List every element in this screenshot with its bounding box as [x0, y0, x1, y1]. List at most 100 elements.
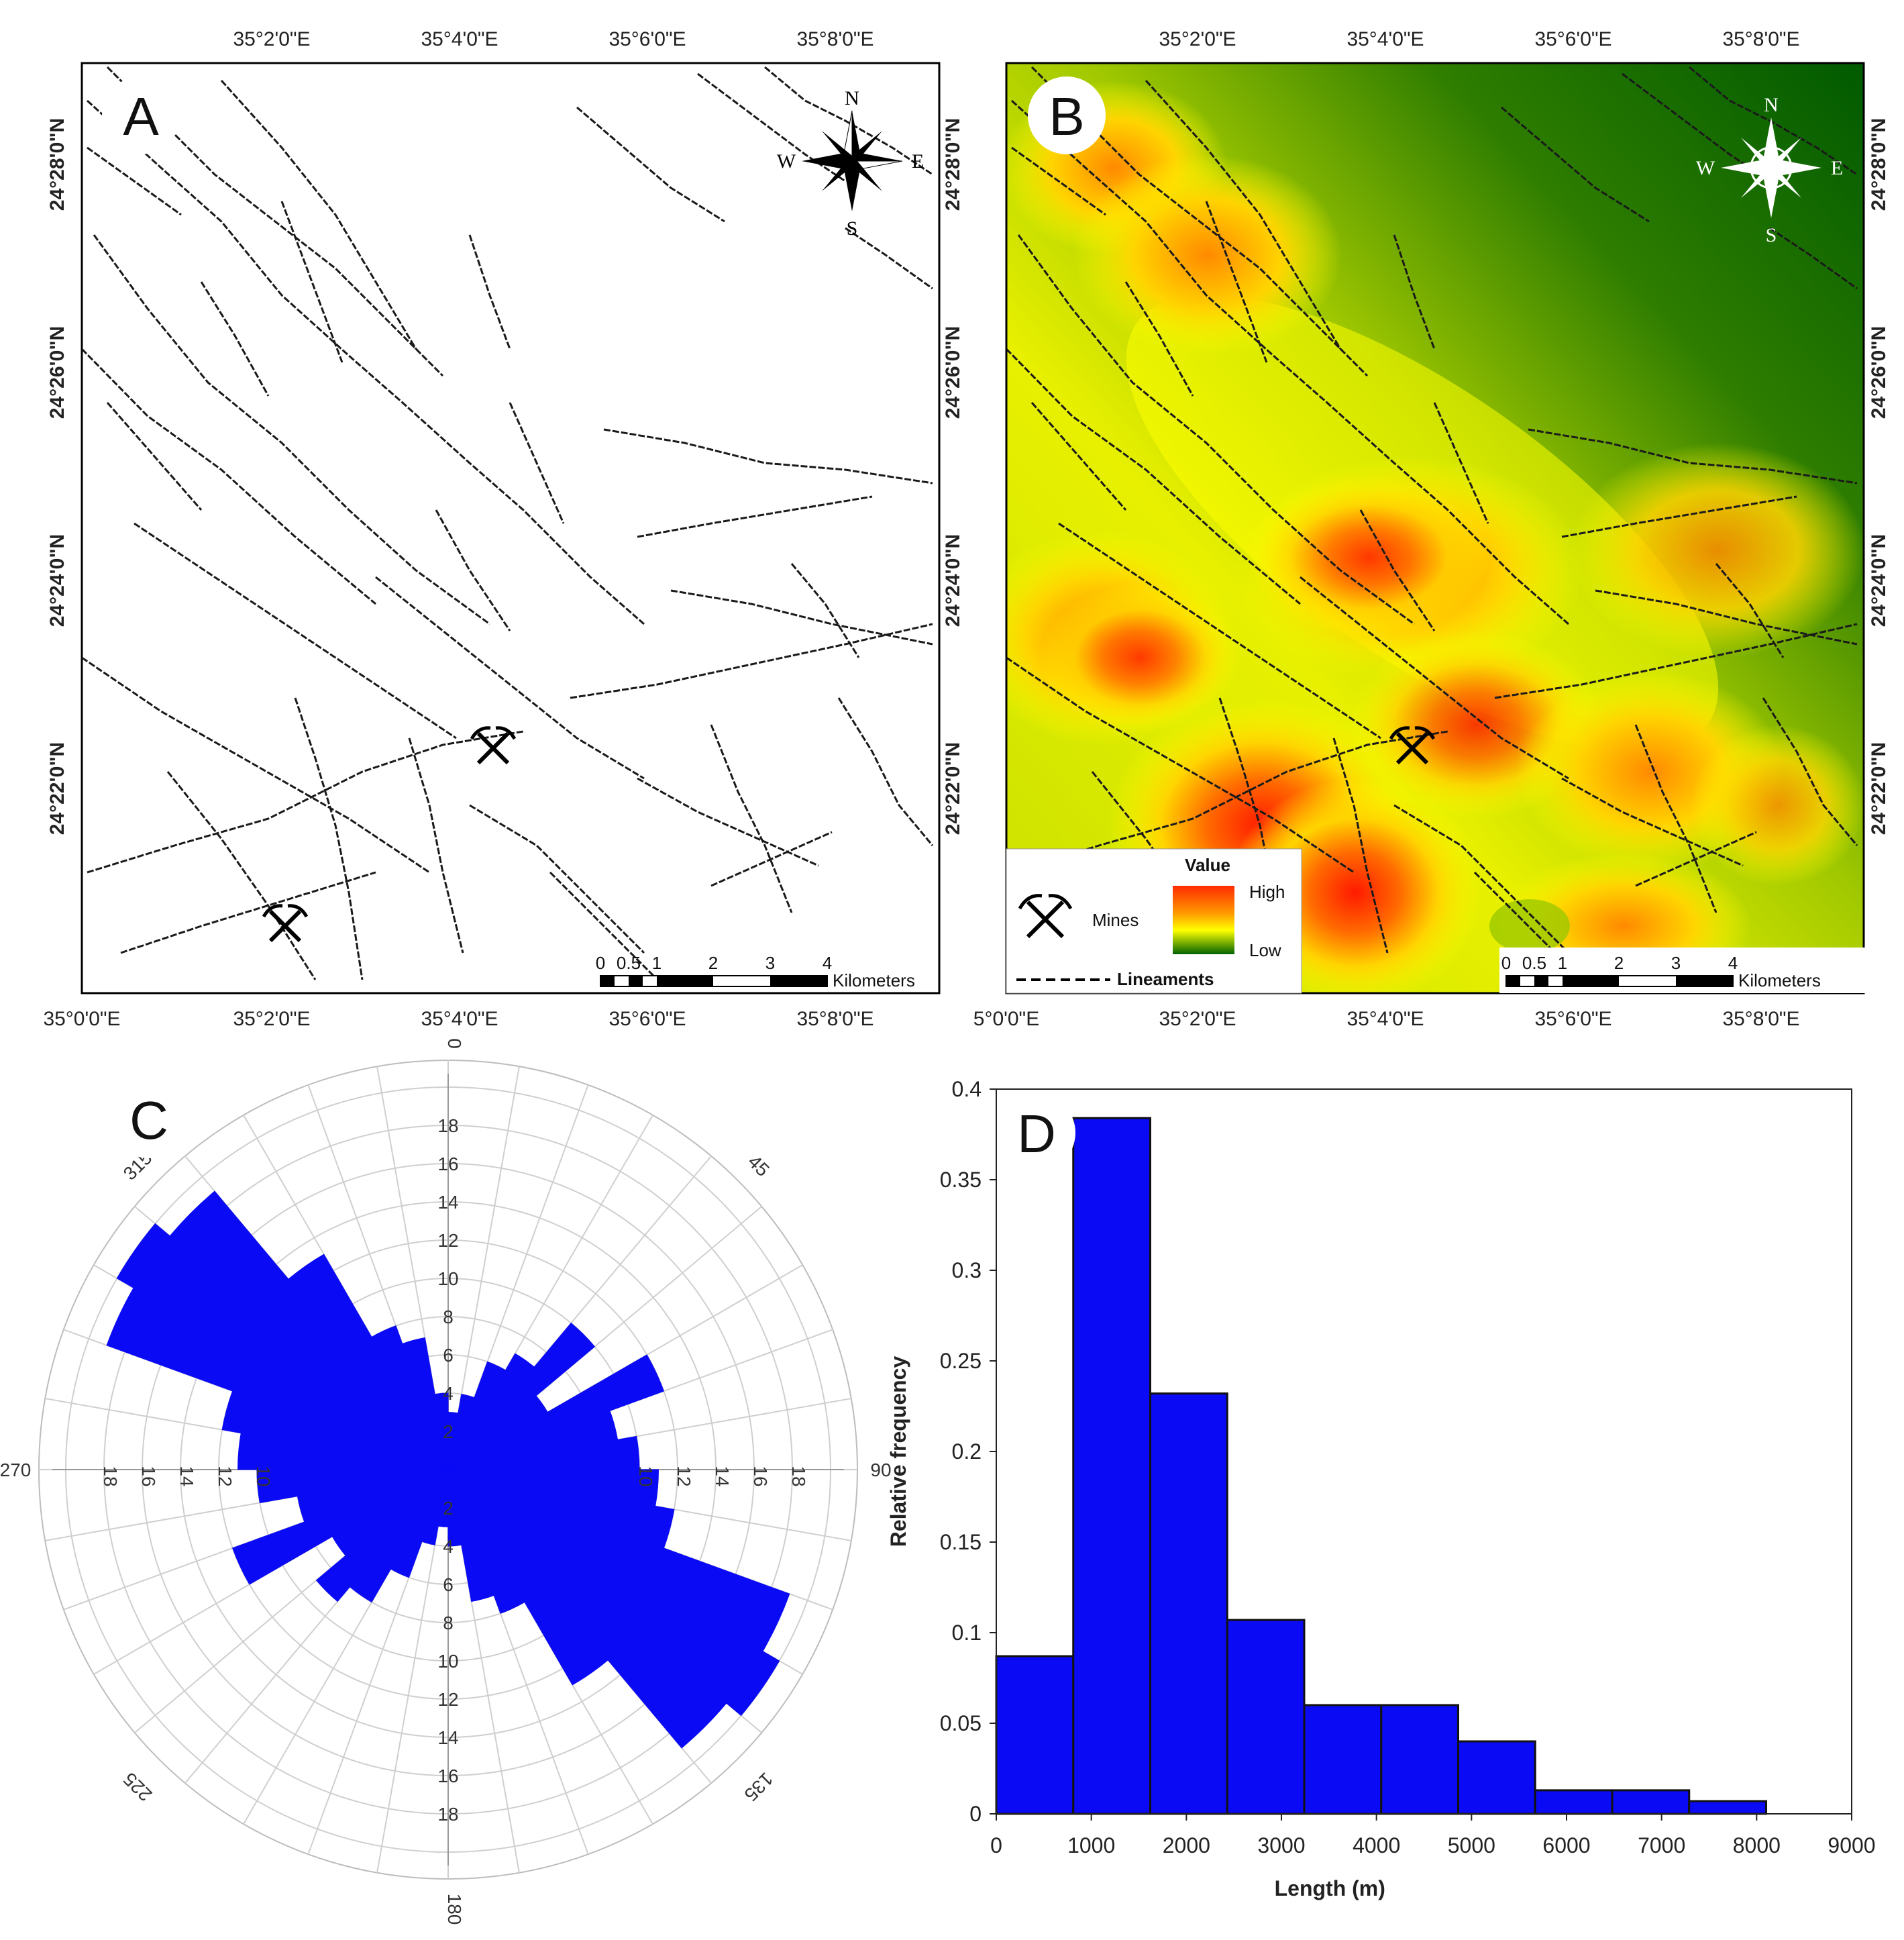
scale-tick: 1 — [652, 953, 662, 973]
rose-direction-label: 225 — [119, 1768, 156, 1805]
rose-petal-310 — [169, 1190, 449, 1470]
lon-label: 35°6'0"E — [1534, 1008, 1611, 1030]
x-axis-title: Length (m) — [1275, 1876, 1385, 1900]
histogram-bar — [1611, 1789, 1691, 1815]
lat-label: 24°24'0"N — [46, 534, 68, 627]
lon-label: 35°4'0"E — [1346, 1008, 1424, 1030]
lat-label: 24°26'0"N — [46, 326, 68, 419]
rose-radial-tick: 12 — [215, 1466, 235, 1486]
scale-tick: 0 — [1501, 953, 1511, 973]
lon-label: 35°6'0"E — [609, 28, 686, 50]
lon-label: 35°2'0"E — [1159, 1008, 1236, 1030]
rose-petal-60 — [447, 1354, 665, 1470]
histogram-bar — [1226, 1619, 1306, 1815]
panel-b-letter-badge — [1028, 76, 1106, 154]
rose-radial-tick: 10 — [437, 1651, 458, 1672]
panel-d-letter: D — [1017, 1104, 1056, 1164]
legend-title: Value — [1185, 855, 1230, 875]
rose-radial-tick: 18 — [100, 1466, 121, 1486]
rose-direction-label: 270 — [0, 1460, 31, 1480]
legend-mines: Mines — [1092, 910, 1139, 930]
x-tick-label: 0 — [990, 1833, 1002, 1857]
compass-east-label: E — [912, 150, 924, 172]
legend-color-ramp — [1173, 886, 1234, 954]
lon-label: 35°6'0"E — [609, 1008, 686, 1030]
scale-tick: 4 — [823, 953, 832, 973]
lat-label: 24°24'0"N — [942, 534, 964, 627]
histogram-bar — [1380, 1704, 1459, 1815]
x-tick-label: 9000 — [1828, 1833, 1875, 1857]
panel-c-letter-badge — [110, 1080, 188, 1158]
rose-petal-240 — [231, 1469, 449, 1585]
mine-icon — [262, 904, 309, 943]
x-tick-label: 1000 — [1067, 1833, 1115, 1857]
panel-c-letter: C — [129, 1090, 168, 1150]
scale-tick: 2 — [708, 953, 718, 973]
rose-radial-tick: 18 — [788, 1466, 809, 1486]
scale-tick: 3 — [765, 953, 775, 973]
rose-radial-tick: 18 — [437, 1115, 458, 1136]
scale-bar: 0 0.5 1 2 3 4 Kilometers — [1499, 948, 1872, 993]
y-tick-label: 0.1 — [952, 1621, 982, 1645]
scale-tick: 3 — [1671, 953, 1681, 973]
panel-a-map: A N S E W — [43, 28, 964, 1030]
rose-petal-160 — [447, 1469, 494, 1602]
histogram-bar — [1457, 1740, 1536, 1815]
mine-icon — [470, 726, 517, 765]
rose-radial-tick: 2 — [443, 1421, 454, 1442]
x-tick-label: 5000 — [1448, 1833, 1495, 1857]
lon-label: 35°4'0"E — [421, 28, 498, 50]
rose-radial-tick: 14 — [437, 1727, 458, 1748]
lat-label: 24°28'0"N — [942, 118, 964, 211]
histogram-bar — [995, 1655, 1075, 1815]
map-frame-a — [81, 62, 941, 994]
compass-east-label: E — [1831, 157, 1843, 179]
scale-bar: 0 0.5 1 2 3 4 Kilometers — [596, 953, 915, 990]
histogram-bar — [1072, 1117, 1151, 1815]
lon-label: 35°4'0"E — [1346, 28, 1424, 50]
panel-a-letter: A — [123, 87, 159, 146]
rose-radial-tick: 8 — [443, 1613, 454, 1633]
compass-north-label: N — [1764, 94, 1779, 116]
rose-direction-label: 45 — [744, 1151, 774, 1180]
rose-radial-tick: 16 — [750, 1466, 771, 1486]
compass-north-label: N — [845, 87, 859, 109]
rose-radial-tick: 16 — [138, 1466, 159, 1486]
histogram-bar — [1534, 1789, 1614, 1815]
lon-label: 35°8'0"E — [796, 28, 874, 50]
scale-tick: 0.5 — [617, 953, 641, 973]
map-frame-b — [1005, 62, 1865, 994]
rose-petal-340 — [402, 1337, 449, 1470]
lon-label: 35°2'0"E — [1159, 28, 1236, 50]
rose-direction-label: 180 — [444, 1894, 465, 1925]
lon-origin-label: 5°0'0"E — [973, 1008, 1039, 1030]
rose-petal-300 — [116, 1223, 449, 1470]
rose-petal-140 — [447, 1469, 609, 1686]
legend-low: Low — [1249, 940, 1281, 960]
compass-icon: N S E W — [1696, 94, 1843, 246]
lat-label: 24°24'0"N — [1868, 534, 1890, 627]
rose-direction-label: 135 — [740, 1768, 777, 1805]
rose-radial-tick: 8 — [443, 1307, 454, 1327]
lon-label: 35°2'0"E — [233, 28, 310, 50]
legend-high: High — [1249, 882, 1285, 902]
lat-label: 24°28'0"N — [1868, 118, 1890, 211]
x-tick-label: 2000 — [1163, 1833, 1210, 1857]
y-tick-label: 0.15 — [940, 1530, 982, 1554]
y-tick-label: 0.2 — [952, 1439, 982, 1464]
y-tick-label: 0.4 — [952, 1077, 982, 1101]
rose-radial-tick: 14 — [176, 1466, 197, 1486]
panel-a-letter-badge — [102, 76, 180, 154]
rose-radial-tick: 4 — [443, 1383, 454, 1404]
rose-direction-label: 90 — [870, 1460, 891, 1480]
compass-icon: N S E W — [777, 87, 924, 240]
scale-unit: Kilometers — [833, 970, 915, 990]
rose-radial-tick: 14 — [712, 1466, 733, 1486]
scale-tick: 0.5 — [1522, 953, 1546, 973]
rose-radial-tick: 10 — [253, 1466, 274, 1486]
lat-label: 24°26'0"N — [1868, 326, 1890, 419]
lat-label: 24°22'0"N — [46, 742, 68, 835]
rose-radial-tick: 4 — [443, 1536, 454, 1557]
map-legend: Value High Low Mines Lineaments — [1006, 848, 1302, 994]
